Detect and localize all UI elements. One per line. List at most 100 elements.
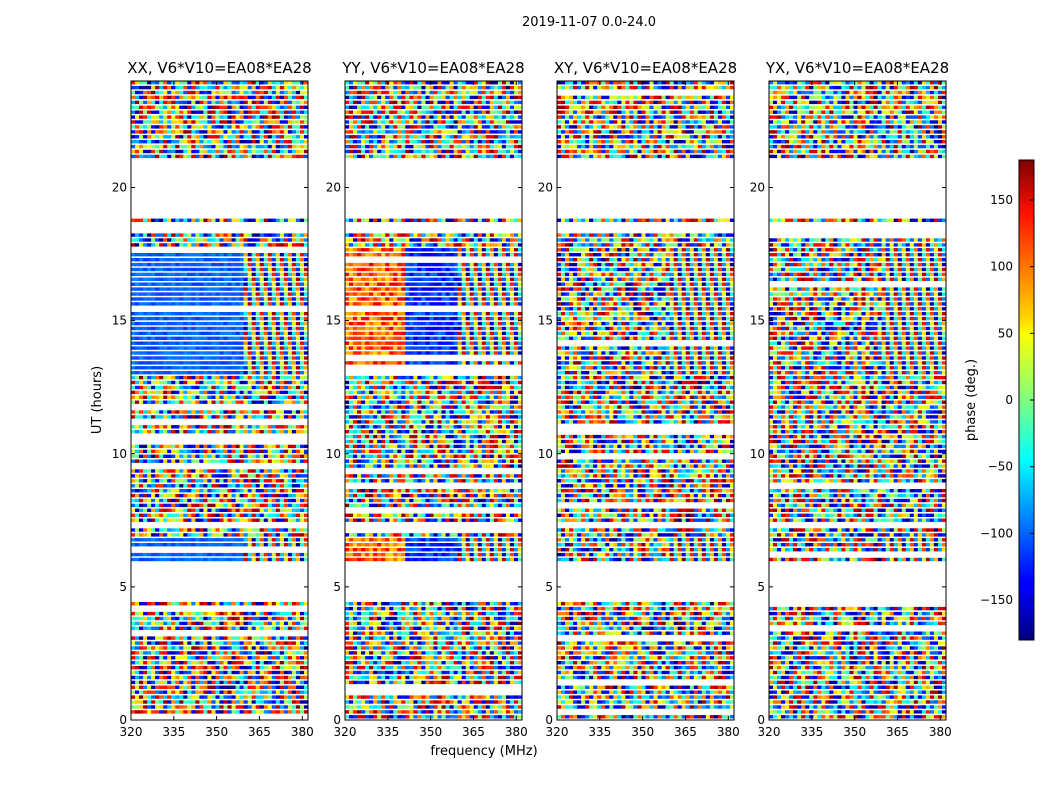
- heatmap-cell: [171, 661, 176, 665]
- x-tick-label: 365: [248, 725, 271, 739]
- heatmap-cell: [231, 272, 236, 277]
- heatmap-cell: [171, 400, 176, 404]
- heatmap-cell: [191, 262, 196, 267]
- heatmap-cell: [287, 267, 293, 272]
- heatmap-cell: [485, 695, 491, 699]
- heatmap-cell: [263, 425, 269, 429]
- heatmap-cell: [163, 538, 168, 542]
- heatmap-cell: [231, 380, 236, 385]
- heatmap-cell: [291, 670, 297, 675]
- heatmap-cell: [171, 375, 176, 380]
- heatmap-cell: [183, 380, 188, 385]
- heatmap-cell: [155, 238, 160, 242]
- heatmap-cell: [287, 493, 293, 498]
- heatmap-cell: [143, 361, 148, 365]
- heatmap-cell: [295, 238, 301, 242]
- heatmap-cell: [267, 469, 273, 473]
- heatmap-cell: [219, 238, 224, 242]
- heatmap-cell: [155, 410, 160, 414]
- heatmap-cell: [279, 287, 285, 291]
- heatmap-cell: [417, 670, 422, 675]
- heatmap-cell: [413, 641, 418, 645]
- heatmap-cell: [267, 130, 273, 134]
- heatmap-cell: [235, 110, 240, 114]
- heatmap-cell: [417, 700, 422, 704]
- heatmap-cell: [247, 710, 253, 714]
- heatmap-cell: [377, 646, 382, 650]
- heatmap-cell: [489, 636, 495, 640]
- heatmap-cell: [199, 120, 204, 124]
- heatmap-cell: [300, 218, 305, 222]
- heatmap-cell: [243, 272, 248, 277]
- heatmap-cell: [345, 675, 350, 680]
- heatmap-cell: [191, 616, 196, 621]
- heatmap-cell: [139, 459, 144, 463]
- heatmap-cell: [223, 621, 228, 626]
- heatmap-cell: [304, 493, 309, 498]
- heatmap-cell: [465, 700, 471, 704]
- heatmap-cell: [465, 710, 471, 714]
- heatmap-cell: [235, 621, 240, 626]
- heatmap-cell: [199, 149, 204, 154]
- heatmap-cell: [159, 341, 164, 345]
- heatmap-cell: [139, 371, 144, 375]
- heatmap-cell: [215, 557, 220, 562]
- heatmap-cell: [405, 661, 410, 665]
- heatmap-cell: [159, 710, 164, 714]
- heatmap-cell: [195, 430, 200, 434]
- heatmap-cell: [235, 626, 240, 630]
- heatmap-cell: [159, 331, 164, 336]
- heatmap-cell: [365, 665, 370, 670]
- heatmap-cell: [139, 361, 144, 365]
- heatmap-cell: [279, 105, 285, 109]
- heatmap-cell: [203, 154, 208, 159]
- heatmap-cell: [135, 262, 140, 267]
- heatmap-cell: [287, 513, 293, 517]
- heatmap-cell: [267, 646, 273, 650]
- heatmap-cell: [187, 105, 192, 109]
- heatmap-cell: [263, 120, 269, 124]
- heatmap-cell: [365, 641, 370, 645]
- heatmap-cell: [203, 346, 208, 350]
- heatmap-cell: [203, 267, 208, 272]
- heatmap-cell: [279, 253, 285, 257]
- heatmap-cell: [283, 316, 289, 321]
- heatmap-cell: [267, 81, 273, 85]
- heatmap-cell: [259, 469, 265, 473]
- heatmap-cell: [131, 321, 136, 326]
- heatmap-cell: [243, 469, 248, 473]
- heatmap-cell: [255, 110, 261, 114]
- heatmap-cell: [143, 243, 148, 247]
- heatmap-cell: [275, 528, 281, 532]
- heatmap-cell: [255, 312, 261, 316]
- heatmap-cell: [267, 356, 273, 360]
- heatmap-cell: [295, 312, 301, 316]
- heatmap-cell: [449, 710, 454, 714]
- heatmap-cell: [283, 262, 289, 267]
- heatmap-cell: [259, 705, 265, 709]
- heatmap-cell: [300, 656, 305, 660]
- heatmap-cell: [219, 400, 224, 404]
- heatmap-cell: [207, 695, 212, 699]
- heatmap-cell: [147, 611, 152, 616]
- heatmap-cell: [239, 110, 244, 114]
- heatmap-cell: [457, 646, 462, 650]
- heatmap-cell: [255, 331, 261, 336]
- heatmap-cell: [163, 602, 168, 606]
- heatmap-cell: [155, 154, 160, 159]
- heatmap-cell: [147, 651, 152, 655]
- heatmap-cell: [300, 538, 305, 542]
- heatmap-cell: [183, 474, 188, 478]
- heatmap-cell: [267, 243, 273, 247]
- heatmap-cell: [219, 262, 224, 267]
- heatmap-cell: [291, 552, 297, 557]
- heatmap-cell: [279, 380, 285, 385]
- heatmap-cell: [215, 371, 220, 375]
- heatmap-cell: [235, 100, 240, 105]
- heatmap-cell: [207, 395, 212, 399]
- heatmap-cell: [147, 646, 152, 650]
- heatmap-cell: [445, 710, 450, 714]
- heatmap-cell: [493, 641, 499, 645]
- heatmap-cell: [251, 243, 257, 247]
- heatmap-cell: [171, 665, 176, 670]
